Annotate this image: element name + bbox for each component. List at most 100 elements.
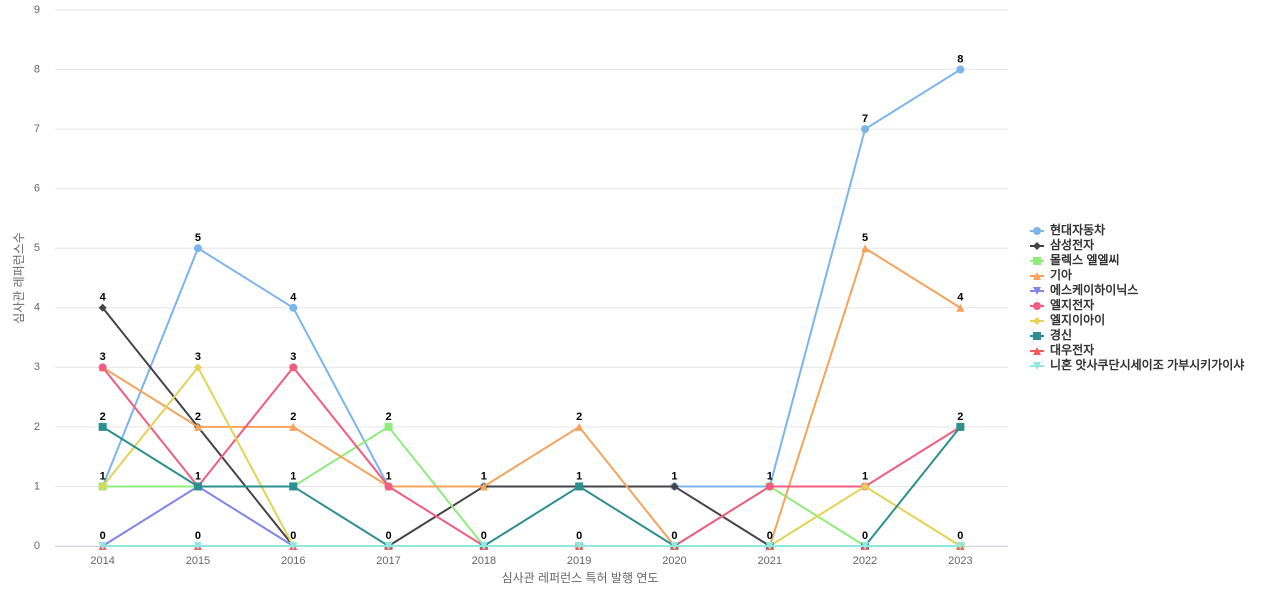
- legend-label: 삼성전자: [1050, 237, 1094, 252]
- x-tick-label: 2023: [948, 555, 972, 567]
- marker: [193, 422, 202, 431]
- legend-label: 니혼 앗사쿠단시세이조 가부시키가이샤: [1050, 357, 1244, 372]
- data-label: 1: [481, 470, 487, 482]
- x-tick-label: 2019: [567, 555, 591, 567]
- marker: [670, 542, 679, 550]
- legend-item: 에스케이하이닉스: [1030, 282, 1138, 297]
- data-label: 4: [290, 292, 297, 304]
- legend-item: 경신: [1030, 327, 1072, 342]
- marker: [1033, 272, 1041, 280]
- y-tick-label: 0: [34, 540, 40, 552]
- marker: [193, 363, 202, 372]
- marker: [1033, 302, 1041, 310]
- x-tick-label: 2017: [376, 555, 400, 567]
- legend-label: 엘지전자: [1050, 297, 1094, 312]
- y-tick-label: 5: [34, 242, 40, 254]
- marker: [98, 303, 107, 312]
- data-label: 2: [957, 411, 963, 423]
- marker: [765, 482, 774, 491]
- series: [98, 542, 965, 550]
- data-label: 1: [671, 470, 677, 482]
- data-label: 2: [576, 411, 582, 423]
- data-label: 1: [767, 470, 773, 482]
- data-label: 2: [195, 411, 201, 423]
- marker: [98, 482, 107, 491]
- data-label: 0: [576, 530, 582, 542]
- series: [98, 244, 965, 550]
- marker: [861, 542, 870, 550]
- marker: [861, 482, 870, 491]
- marker: [1033, 332, 1041, 340]
- y-tick-label: 8: [34, 63, 40, 75]
- marker: [1033, 362, 1041, 370]
- legend-label: 대우전자: [1050, 342, 1094, 357]
- marker: [193, 482, 202, 491]
- data-label: 5: [862, 232, 868, 244]
- data-label: 2: [385, 411, 391, 423]
- series-line: [102, 246, 961, 547]
- marker: [1033, 347, 1041, 355]
- data-label: 0: [481, 530, 487, 542]
- x-tick-label: 2020: [662, 555, 686, 567]
- y-tick-label: 4: [34, 302, 40, 314]
- x-tick-label: 2014: [90, 555, 114, 567]
- marker: [861, 244, 870, 253]
- marker: [98, 363, 107, 372]
- marker: [289, 303, 298, 312]
- data-label: 4: [100, 292, 107, 304]
- data-label: 7: [862, 113, 868, 125]
- marker: [670, 482, 679, 491]
- legend-label: 엘지이아이: [1050, 312, 1105, 327]
- data-label: 3: [195, 351, 201, 363]
- data-label: 0: [767, 530, 773, 542]
- marker: [289, 363, 298, 372]
- marker: [384, 482, 393, 491]
- legend-item: 삼성전자: [1030, 237, 1094, 252]
- data-label: 4: [957, 292, 964, 304]
- data-label: 0: [862, 530, 868, 542]
- y-tick-label: 7: [34, 123, 40, 135]
- x-tick-label: 2021: [758, 555, 782, 567]
- x-tick-label: 2018: [472, 555, 496, 567]
- legend-label: 기아: [1050, 267, 1072, 282]
- data-label: 3: [290, 351, 296, 363]
- marker: [479, 542, 488, 550]
- marker: [98, 422, 107, 431]
- marker: [1033, 317, 1041, 325]
- x-tick-label: 2016: [281, 555, 305, 567]
- marker: [765, 542, 774, 550]
- legend-item: 엘지이아이: [1030, 312, 1105, 327]
- marker: [98, 542, 107, 550]
- marker: [956, 542, 965, 550]
- data-label: 5: [195, 232, 201, 244]
- marker: [956, 65, 965, 74]
- marker: [575, 422, 584, 431]
- y-tick-label: 6: [34, 183, 40, 195]
- marker: [193, 542, 202, 550]
- marker: [479, 482, 488, 491]
- data-label: 1: [576, 470, 582, 482]
- marker: [289, 542, 298, 550]
- data-label: 1: [100, 470, 106, 482]
- marker: [289, 482, 298, 491]
- data-label: 8: [957, 53, 963, 65]
- legend-item: 니혼 앗사쿠단시세이조 가부시키가이샤: [1030, 357, 1244, 372]
- data-label: 0: [671, 530, 677, 542]
- data-label: 1: [385, 470, 391, 482]
- x-axis-title: 심사관 레퍼런스 특허 발행 연도: [502, 570, 659, 585]
- data-label: 1: [195, 470, 201, 482]
- marker: [289, 422, 298, 431]
- data-label: 0: [195, 530, 201, 542]
- legend-item: 몰렉스 엘엘씨: [1030, 253, 1120, 267]
- marker: [384, 542, 393, 550]
- legend-label: 경신: [1050, 327, 1072, 342]
- y-tick-label: 9: [34, 4, 40, 16]
- data-label: 1: [290, 470, 296, 482]
- marker: [1033, 287, 1041, 295]
- legend-label: 몰렉스 엘엘씨: [1050, 253, 1120, 267]
- data-label: 3: [100, 351, 106, 363]
- legend-item: 현대자동차: [1030, 222, 1105, 237]
- series-line: [101, 68, 961, 488]
- marker: [956, 303, 965, 312]
